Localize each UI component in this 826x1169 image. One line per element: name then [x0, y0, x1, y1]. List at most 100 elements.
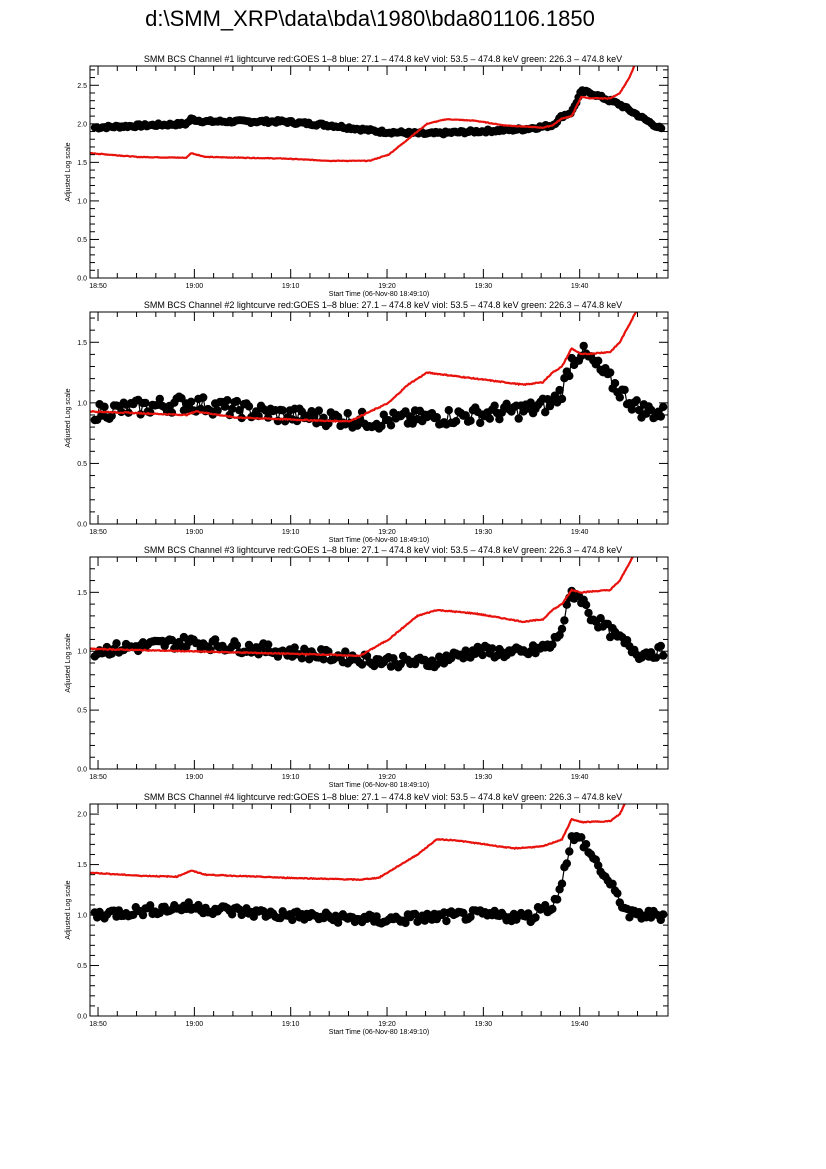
bcs-data-point: [610, 379, 620, 388]
bcs-data-point: [579, 341, 588, 351]
plot-area: [90, 312, 668, 433]
bcs-data-point: [288, 915, 297, 925]
plot-area: [90, 804, 668, 928]
bcs-data-point: [634, 406, 644, 415]
bcs-data-point: [646, 405, 656, 415]
x-axis-label: Start Time (06-Nov-80 18:49:10): [329, 782, 429, 789]
bcs-data-point: [615, 393, 624, 402]
bcs-data-point: [659, 651, 668, 660]
bcs-data-point: [461, 411, 470, 420]
bcs-data-point: [186, 397, 196, 406]
bcs-data-point: [557, 879, 567, 888]
bcs-data-point: [278, 406, 287, 415]
bcs-data-point: [555, 385, 564, 395]
bcs-data-point: [199, 393, 208, 402]
bcs-data-point: [625, 913, 634, 922]
bcs-data-point: [211, 635, 220, 644]
y-tick-label: 0.5: [77, 461, 87, 468]
bcs-data-point: [406, 412, 415, 421]
bcs-data-point: [341, 647, 350, 656]
bcs-data-point: [444, 406, 453, 415]
bcs-data-point: [146, 901, 155, 910]
goes-series-line: [90, 804, 626, 882]
bcs-data-point: [235, 406, 244, 415]
bcs-data-point: [333, 412, 343, 422]
bcs-data-point: [227, 404, 237, 414]
bcs-data-point: [659, 910, 668, 919]
bcs-data-point: [451, 417, 461, 426]
bcs-data-point: [656, 412, 665, 421]
x-tick-label: 19:00: [186, 283, 204, 290]
y-tick-label: 2.0: [77, 121, 87, 128]
x-tick-label: 19:30: [475, 529, 493, 536]
bcs-data-point: [141, 398, 150, 408]
x-tick-label: 19:30: [475, 774, 493, 781]
bcs-data-point: [220, 402, 230, 411]
y-axis-label: Adjusted Log scale: [65, 880, 72, 939]
bcs-data-point: [459, 908, 468, 918]
plot-frame: [89, 803, 669, 1017]
bcs-data-point: [138, 910, 148, 920]
bcs-data-point: [432, 660, 441, 669]
goes-series-line: [90, 312, 638, 424]
plot-area: [90, 66, 666, 163]
bcs-data-point: [107, 411, 116, 421]
y-tick-label: 0.0: [77, 767, 87, 774]
y-tick-label: 1.0: [77, 400, 87, 407]
x-tick-label: 19:30: [475, 1021, 493, 1028]
y-tick-label: 0.5: [77, 708, 87, 715]
x-tick-label: 19:20: [378, 1021, 396, 1028]
bcs-data-point: [548, 640, 557, 649]
panel-2: SMM BCS Channel #2 lightcurve red:GOES 1…: [65, 300, 669, 544]
bcs-data-point: [319, 655, 328, 664]
panel-3: SMM BCS Channel #3 lightcurve red:GOES 1…: [65, 545, 669, 789]
bcs-data-point: [581, 840, 591, 849]
plot-area: [90, 557, 668, 672]
bcs-data-point: [632, 396, 641, 405]
bcs-data-point: [377, 422, 386, 431]
panel-title: SMM BCS Channel #2 lightcurve red:GOES 1…: [144, 300, 622, 310]
y-tick-label: 1.0: [77, 913, 87, 920]
panel-title: SMM BCS Channel #4 lightcurve red:GOES 1…: [144, 792, 622, 802]
y-tick-label: 0.0: [77, 1014, 87, 1021]
bcs-data-point: [565, 371, 574, 381]
bcs-data-point: [410, 909, 420, 919]
bcs-data-point: [553, 895, 562, 904]
bcs-data-point: [550, 391, 559, 400]
bcs-data-point: [490, 401, 499, 410]
bcs-data-point: [244, 640, 254, 650]
bcs-data-point: [370, 661, 379, 671]
bcs-data-point: [100, 402, 109, 411]
bcs-data-point: [557, 624, 567, 634]
bcs-data-point: [488, 644, 497, 653]
x-tick-label: 19:00: [186, 1021, 204, 1028]
bcs-data-point: [476, 418, 485, 428]
panel-title: SMM BCS Channel #1 lightcurve red:GOES 1…: [144, 54, 622, 64]
bcs-data-point: [514, 414, 523, 423]
x-tick-label: 19:00: [186, 774, 204, 781]
bcs-data-point: [353, 421, 362, 430]
y-axis-label: Adjusted Log scale: [65, 633, 72, 692]
panel-title: SMM BCS Channel #3 lightcurve red:GOES 1…: [144, 545, 622, 555]
x-tick-label: 19:20: [378, 774, 396, 781]
x-tick-label: 18:50: [89, 774, 107, 781]
bcs-data-point: [581, 600, 591, 610]
plot-frame: [89, 65, 669, 279]
x-tick-label: 19:10: [282, 529, 300, 536]
bcs-data-point: [657, 124, 666, 133]
goes-series-line: [90, 66, 636, 163]
x-tick-label: 19:40: [571, 774, 589, 781]
bcs-data-point: [577, 833, 586, 842]
panel-1: SMM BCS Channel #1 lightcurve red:GOES 1…: [65, 54, 669, 298]
bcs-data-point: [244, 402, 254, 411]
y-tick-label: 2.0: [77, 812, 87, 819]
bcs-data-point: [401, 918, 410, 928]
main-title: d:\SMM_XRP\data\bda\1980\bda801106.1850: [145, 6, 595, 31]
bcs-data-point: [524, 909, 533, 918]
bcs-data-point: [526, 398, 535, 407]
bcs-data-point: [562, 600, 571, 609]
bcs-data-point: [478, 650, 487, 660]
bcs-data-point: [213, 406, 222, 415]
y-tick-label: 0.5: [77, 963, 87, 970]
